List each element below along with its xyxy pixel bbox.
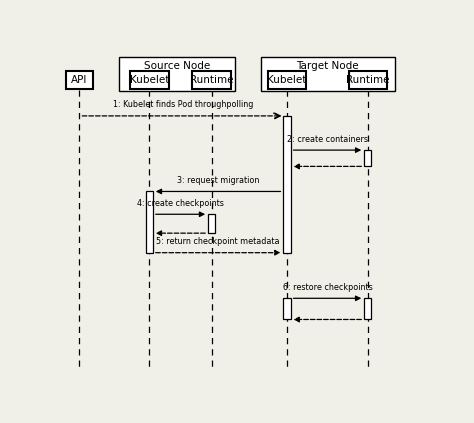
Bar <box>364 150 372 166</box>
Text: 5: return checkpoint metadata: 5: return checkpoint metadata <box>156 237 280 246</box>
Text: API: API <box>71 75 88 85</box>
Bar <box>130 71 169 89</box>
Text: Kubelet: Kubelet <box>267 75 307 85</box>
Text: 2: create containers: 2: create containers <box>287 135 368 143</box>
Bar <box>119 57 235 91</box>
Bar <box>283 116 291 253</box>
Bar <box>364 298 372 319</box>
Text: 4: create checkpoints: 4: create checkpoints <box>137 199 224 208</box>
Text: Runtime: Runtime <box>346 75 390 85</box>
Text: Source Node: Source Node <box>144 60 210 71</box>
Bar <box>208 214 215 233</box>
Text: 3: request migration: 3: request migration <box>177 176 259 185</box>
Bar <box>283 298 291 319</box>
Text: Kubelet: Kubelet <box>129 75 169 85</box>
Text: 1: Kubelet finds Pod throughpolling: 1: Kubelet finds Pod throughpolling <box>113 100 254 110</box>
Text: 6: restore checkpoints: 6: restore checkpoints <box>283 283 372 292</box>
Bar <box>192 71 231 89</box>
Bar <box>146 192 153 253</box>
Bar <box>66 71 93 89</box>
Text: Runtime: Runtime <box>190 75 234 85</box>
Bar <box>348 71 387 89</box>
Bar <box>268 71 306 89</box>
Bar <box>261 57 395 91</box>
Text: Target Node: Target Node <box>296 60 359 71</box>
